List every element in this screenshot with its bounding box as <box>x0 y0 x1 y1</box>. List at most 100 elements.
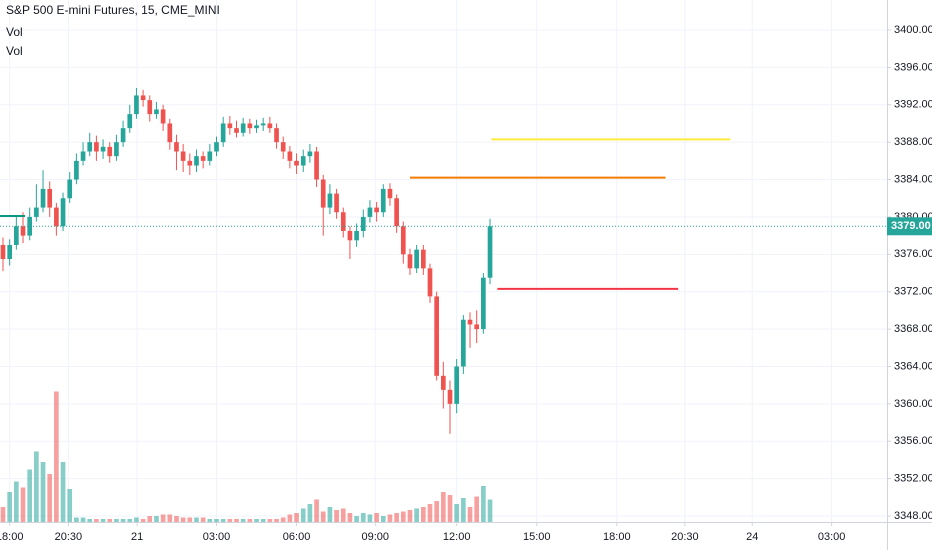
y-tick-label: 3348.00 <box>894 510 932 522</box>
volume-bar <box>240 519 246 522</box>
candle-body <box>414 249 419 269</box>
candle-body <box>481 277 486 330</box>
candle-body <box>134 95 139 115</box>
x-tick-label: 21 <box>131 531 143 543</box>
x-tick-label: 20:30 <box>671 531 699 543</box>
candle-body <box>220 123 226 143</box>
volume-bar <box>447 495 453 522</box>
candle-body <box>160 109 166 124</box>
volume-bar <box>134 517 139 522</box>
volume-bar <box>354 516 359 522</box>
candle-body <box>400 226 406 255</box>
volume-bar <box>87 519 93 522</box>
volume-bar <box>27 469 33 522</box>
candle-body <box>240 123 246 133</box>
candle-body <box>300 156 306 166</box>
candle-body <box>54 207 59 227</box>
candle-body <box>40 188 46 208</box>
candle-body <box>227 123 233 129</box>
volume-bar <box>387 514 393 522</box>
candle-body <box>154 109 159 115</box>
volume-bar <box>200 517 206 522</box>
volume-bar <box>407 510 413 522</box>
candle-body <box>247 123 253 129</box>
x-tick-label: 03:00 <box>203 531 231 543</box>
candle-body <box>200 156 206 161</box>
x-tick-label: 24 <box>746 531 758 543</box>
candle-body <box>461 319 466 367</box>
volume-bar <box>34 451 39 522</box>
volume-bar <box>180 517 186 522</box>
candle-body <box>7 244 13 259</box>
volume-bar <box>334 510 339 522</box>
volume-bar <box>74 517 79 522</box>
volume-bar <box>461 498 466 522</box>
candle-body <box>294 160 299 166</box>
candle-body <box>260 123 266 126</box>
volume-bar <box>481 486 486 522</box>
candle-body <box>427 268 433 297</box>
candle-body <box>67 179 73 199</box>
candle-body <box>34 207 39 217</box>
volume-bar <box>187 517 193 522</box>
candle-body <box>440 375 446 390</box>
volume-bar <box>0 507 6 522</box>
volume-bar <box>267 519 273 522</box>
volume-bar <box>247 519 253 522</box>
y-tick-label: 3356.00 <box>894 435 932 447</box>
volume-bar <box>234 519 239 522</box>
volume-bar <box>160 514 166 522</box>
candle-body <box>127 114 133 129</box>
candle-body <box>367 207 373 217</box>
volume-bar <box>40 462 46 522</box>
volume-bar <box>100 519 106 522</box>
volume-bar <box>114 519 119 522</box>
candle-body <box>174 142 179 152</box>
candle-body <box>280 142 286 152</box>
volume-bar <box>414 508 419 522</box>
volume-bar <box>174 516 179 522</box>
candle-body <box>467 319 473 325</box>
x-tick-label: 06:00 <box>283 531 311 543</box>
volume-bar <box>487 499 493 522</box>
x-tick-label: 18:00 <box>603 531 631 543</box>
candle-body <box>307 151 313 157</box>
volume-bar <box>394 513 399 522</box>
candle-body <box>47 188 53 208</box>
x-tick-label: 18:00 <box>0 531 23 543</box>
volume-bar <box>14 481 19 522</box>
candle-body <box>287 151 293 161</box>
volume-bar <box>227 519 233 522</box>
candle-body <box>234 128 239 133</box>
candle-body <box>394 198 399 227</box>
x-tick-label: 15:00 <box>523 531 551 543</box>
volume-bar <box>220 519 226 522</box>
volume-bar <box>400 511 406 522</box>
volume-bar <box>320 511 326 522</box>
volume-bar <box>420 507 426 522</box>
chart-title: S&P 500 E-mini Futures, 15, CME_MINI <box>6 3 220 17</box>
y-tick-label: 3400.00 <box>894 24 932 36</box>
y-tick-label: 3372.00 <box>894 286 932 298</box>
candle-body <box>474 324 480 330</box>
volume-bar <box>94 519 99 522</box>
candle-body <box>180 151 186 161</box>
volume-bar <box>440 492 446 522</box>
y-tick-label: 3384.00 <box>894 173 932 185</box>
y-tick-label: 3396.00 <box>894 61 932 73</box>
volume-bar <box>127 519 133 522</box>
candle-body <box>114 142 119 157</box>
candle-body <box>434 296 439 376</box>
candle-body <box>327 193 333 208</box>
y-tick-label: 3388.00 <box>894 136 932 148</box>
volume-bar <box>260 519 266 522</box>
y-tick-label: 3392.00 <box>894 99 932 111</box>
volume-bar <box>274 519 279 522</box>
x-tick-label: 09:00 <box>362 531 390 543</box>
volume-bar <box>194 517 199 522</box>
candle-body <box>487 226 493 278</box>
volume-bar <box>287 514 293 522</box>
candle-body <box>74 160 79 180</box>
volume-bar <box>454 504 460 522</box>
